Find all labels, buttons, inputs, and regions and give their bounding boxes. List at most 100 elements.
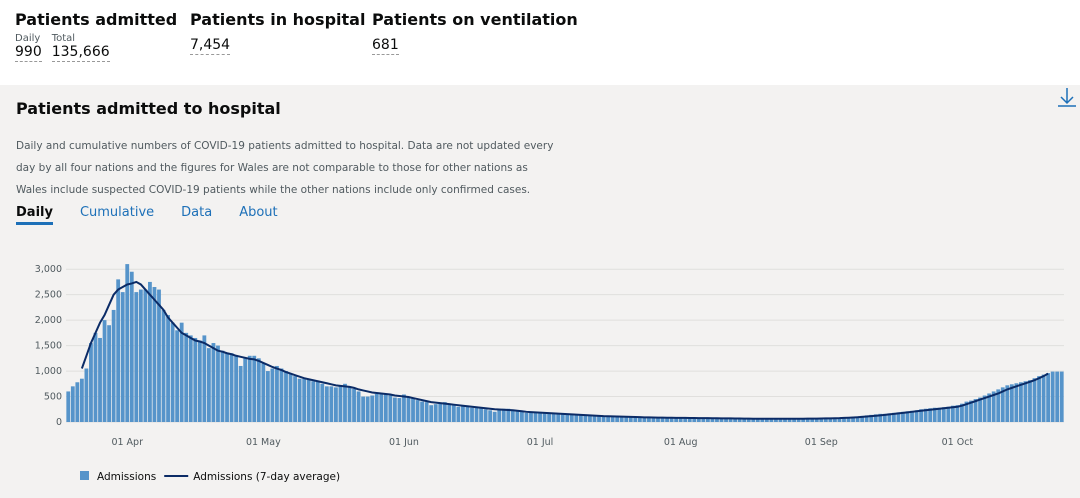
bar — [206, 348, 211, 422]
bar — [660, 417, 665, 422]
bar — [901, 411, 905, 422]
headline-item: 7,454 — [190, 37, 231, 55]
bar — [479, 408, 483, 422]
bar — [120, 292, 125, 422]
legend-label: Admissions — [97, 471, 156, 483]
bar — [569, 414, 574, 422]
bar — [769, 418, 774, 422]
bar — [937, 407, 942, 422]
bar — [438, 402, 443, 422]
bar — [601, 416, 606, 422]
bar — [588, 415, 592, 422]
bar — [347, 386, 352, 422]
legend-label: Admissions (7-day average) — [193, 471, 340, 483]
headline-item: Daily 990 — [15, 33, 42, 62]
bar — [501, 408, 506, 422]
bar — [433, 404, 438, 422]
bar — [597, 416, 601, 422]
bar — [229, 353, 234, 422]
headline-items: Daily 990 Total 135,666 — [15, 33, 177, 62]
bar — [687, 417, 692, 422]
bar — [996, 389, 1001, 422]
bar — [869, 414, 874, 422]
headline-value[interactable]: 7,454 — [190, 37, 231, 55]
bar — [737, 418, 742, 422]
y-tick-label: 2,000 — [35, 315, 62, 326]
tab[interactable]: Daily — [16, 205, 53, 225]
bar — [461, 406, 465, 422]
bar — [197, 340, 202, 422]
x-tick-label: 01 Aug — [664, 437, 698, 448]
bar — [297, 378, 302, 422]
bar — [746, 418, 751, 422]
bar — [497, 409, 502, 422]
bar — [669, 417, 674, 422]
bar — [887, 413, 892, 422]
bar — [270, 368, 275, 422]
bar — [1014, 383, 1019, 422]
bar — [1023, 381, 1028, 422]
bar — [98, 337, 102, 422]
bar — [1009, 384, 1014, 422]
y-tick-label: 3,000 — [35, 264, 62, 275]
bar — [179, 322, 184, 422]
bar — [420, 401, 425, 422]
x-tick-label: 01 Sep — [805, 437, 838, 448]
bar — [406, 396, 411, 422]
y-tick-label: 0 — [56, 417, 62, 428]
bar — [306, 378, 311, 422]
bar — [973, 399, 978, 422]
bar — [175, 330, 180, 422]
bar — [792, 418, 796, 422]
bar — [724, 418, 728, 422]
bar — [855, 416, 860, 422]
bar — [656, 417, 660, 422]
bar — [823, 417, 828, 422]
bar — [733, 418, 738, 422]
tab[interactable]: Data — [181, 205, 213, 220]
bar — [143, 289, 148, 422]
bar — [492, 411, 497, 422]
bar — [833, 417, 837, 422]
y-tick-label: 1,000 — [35, 366, 62, 377]
bar — [615, 416, 620, 422]
bar — [719, 418, 724, 422]
bar — [610, 416, 615, 422]
headline-value[interactable]: 681 — [372, 37, 399, 55]
bar — [801, 418, 806, 422]
bar — [755, 418, 760, 422]
tab[interactable]: Cumulative — [79, 205, 155, 220]
bar — [542, 413, 547, 422]
bar — [950, 405, 955, 422]
download-button[interactable] — [1056, 85, 1078, 109]
bar — [116, 279, 121, 422]
tab[interactable]: About — [239, 205, 278, 220]
bar — [515, 410, 520, 422]
bar — [891, 412, 896, 422]
headline-value[interactable]: 990 — [15, 44, 42, 62]
bar — [560, 414, 565, 422]
bar — [955, 405, 960, 422]
headline-value[interactable]: 135,666 — [51, 44, 110, 62]
bar — [456, 406, 461, 422]
bar — [334, 387, 338, 422]
y-tick-label: 2,500 — [35, 290, 62, 301]
bar — [860, 415, 865, 422]
bar — [510, 410, 515, 422]
bar — [628, 417, 633, 422]
chart-card: Patients admitted to hospital Daily and … — [0, 85, 1080, 498]
bar — [960, 403, 964, 422]
bar — [324, 386, 329, 422]
bar — [878, 413, 883, 422]
bar — [751, 418, 756, 422]
bar — [243, 358, 248, 422]
bar — [152, 287, 157, 422]
bar — [574, 414, 579, 422]
bar — [447, 404, 452, 422]
bar — [928, 408, 933, 422]
bar — [696, 418, 701, 422]
bar — [814, 418, 819, 422]
bar — [343, 383, 347, 422]
bar — [388, 395, 393, 422]
